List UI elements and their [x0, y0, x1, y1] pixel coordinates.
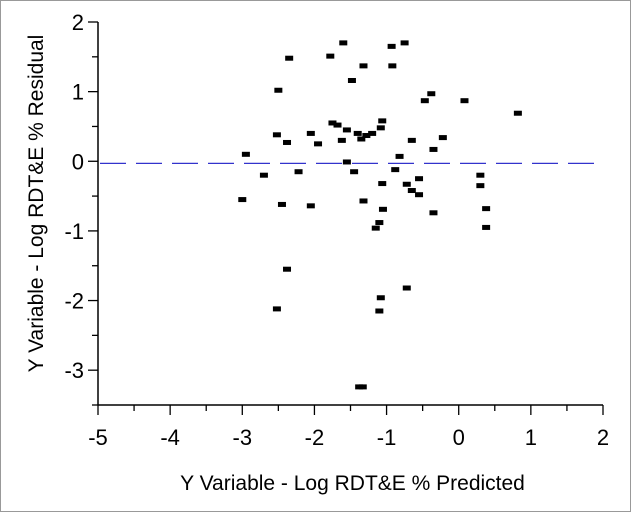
x-tick-label: -5: [88, 425, 108, 450]
data-point: [378, 118, 387, 124]
data-point: [306, 130, 315, 136]
data-points: [238, 40, 522, 390]
data-point: [272, 306, 281, 312]
data-point: [482, 224, 491, 230]
data-point: [427, 91, 436, 97]
data-point: [402, 285, 411, 291]
data-point: [358, 384, 367, 390]
data-point: [241, 151, 250, 157]
data-point: [375, 220, 384, 226]
data-point: [378, 206, 387, 212]
data-point: [402, 181, 411, 187]
data-point: [476, 172, 485, 178]
data-point: [407, 137, 416, 143]
data-point: [294, 169, 303, 175]
data-point: [376, 125, 385, 131]
x-tick-label: 2: [597, 425, 609, 450]
data-point: [407, 188, 416, 194]
data-point: [259, 172, 268, 178]
data-point: [337, 137, 346, 143]
x-tick-label: 1: [525, 425, 537, 450]
y-tick-label: 2: [72, 10, 84, 35]
data-point: [513, 110, 522, 116]
y-tick-label: 0: [72, 149, 84, 174]
y-tick-label: -2: [64, 289, 84, 314]
x-axis-title: Y Variable - Log RDT&E % Predicted: [180, 472, 525, 495]
data-point: [387, 43, 396, 49]
data-point: [277, 201, 286, 207]
data-point: [285, 55, 294, 61]
data-point: [415, 192, 424, 198]
y-tick-label: -1: [64, 219, 84, 244]
data-point: [333, 122, 342, 128]
data-point: [375, 308, 384, 314]
plot-area: [98, 22, 603, 405]
x-tick-label: 0: [453, 425, 465, 450]
plot-area-group: [98, 22, 603, 405]
y-axis-title: Y Variable - Log RDT&E % Residual: [25, 35, 48, 373]
data-point: [376, 295, 385, 301]
y-ticks: 2 1 0 -1 -2 -3: [64, 10, 98, 406]
data-point: [272, 132, 281, 138]
data-point: [362, 133, 371, 139]
data-point: [391, 167, 400, 173]
data-point: [326, 53, 335, 59]
data-point: [395, 153, 404, 159]
data-point: [283, 139, 292, 145]
data-point: [314, 141, 323, 147]
y-tick-label: 1: [72, 80, 84, 105]
data-point: [420, 98, 429, 104]
data-point: [328, 120, 337, 126]
data-point: [274, 87, 283, 93]
x-tick-label: -2: [305, 425, 325, 450]
data-point: [429, 146, 438, 152]
data-point: [238, 197, 247, 203]
x-tick-label: -4: [160, 425, 180, 450]
x-tick-label: -1: [377, 425, 397, 450]
data-point: [357, 136, 366, 142]
x-tick-label: -3: [233, 425, 253, 450]
data-point: [342, 159, 351, 165]
data-point: [359, 198, 368, 204]
data-point: [368, 130, 377, 136]
data-point: [476, 183, 485, 189]
data-point: [415, 176, 424, 182]
data-point: [371, 225, 380, 231]
data-point: [347, 77, 356, 83]
data-point: [438, 135, 447, 141]
data-point: [359, 63, 368, 69]
data-point: [353, 130, 362, 136]
data-point: [482, 206, 491, 212]
data-point: [400, 40, 409, 46]
data-point: [378, 181, 387, 187]
data-point: [350, 169, 359, 175]
data-point: [306, 203, 315, 209]
data-point: [429, 210, 438, 216]
data-point: [460, 98, 469, 104]
data-point: [342, 127, 351, 133]
data-point: [283, 266, 292, 272]
data-point: [388, 63, 397, 69]
x-ticks: -5 -4 -3 -2 -1 0 1 2: [88, 405, 609, 450]
y-tick-label: -3: [64, 358, 84, 383]
data-point: [339, 40, 348, 46]
